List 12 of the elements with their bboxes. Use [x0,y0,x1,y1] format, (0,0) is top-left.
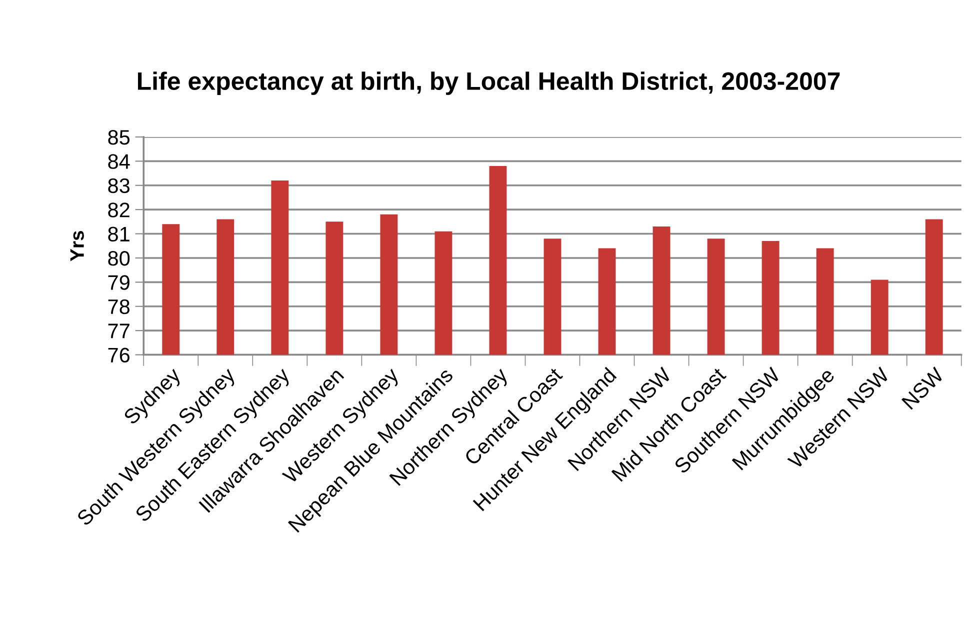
y-tick-label: 80 [108,250,130,266]
y-axis-title: Yrs [70,230,84,262]
y-tick-label: 83 [108,178,130,194]
y-tick-label: 81 [108,226,130,242]
y-tick-label: 82 [108,202,130,218]
y-tick-label: 79 [108,275,130,290]
y-tick-label: 78 [108,299,130,314]
y-tick-label: 85 [108,130,130,145]
y-tick-label: 76 [108,348,130,363]
y-tick-label: 84 [108,154,130,169]
y-tick-label: 77 [108,324,130,338]
chart-title: Life expectancy at birth, by Local Health District, 2003-2007 [138,72,840,95]
